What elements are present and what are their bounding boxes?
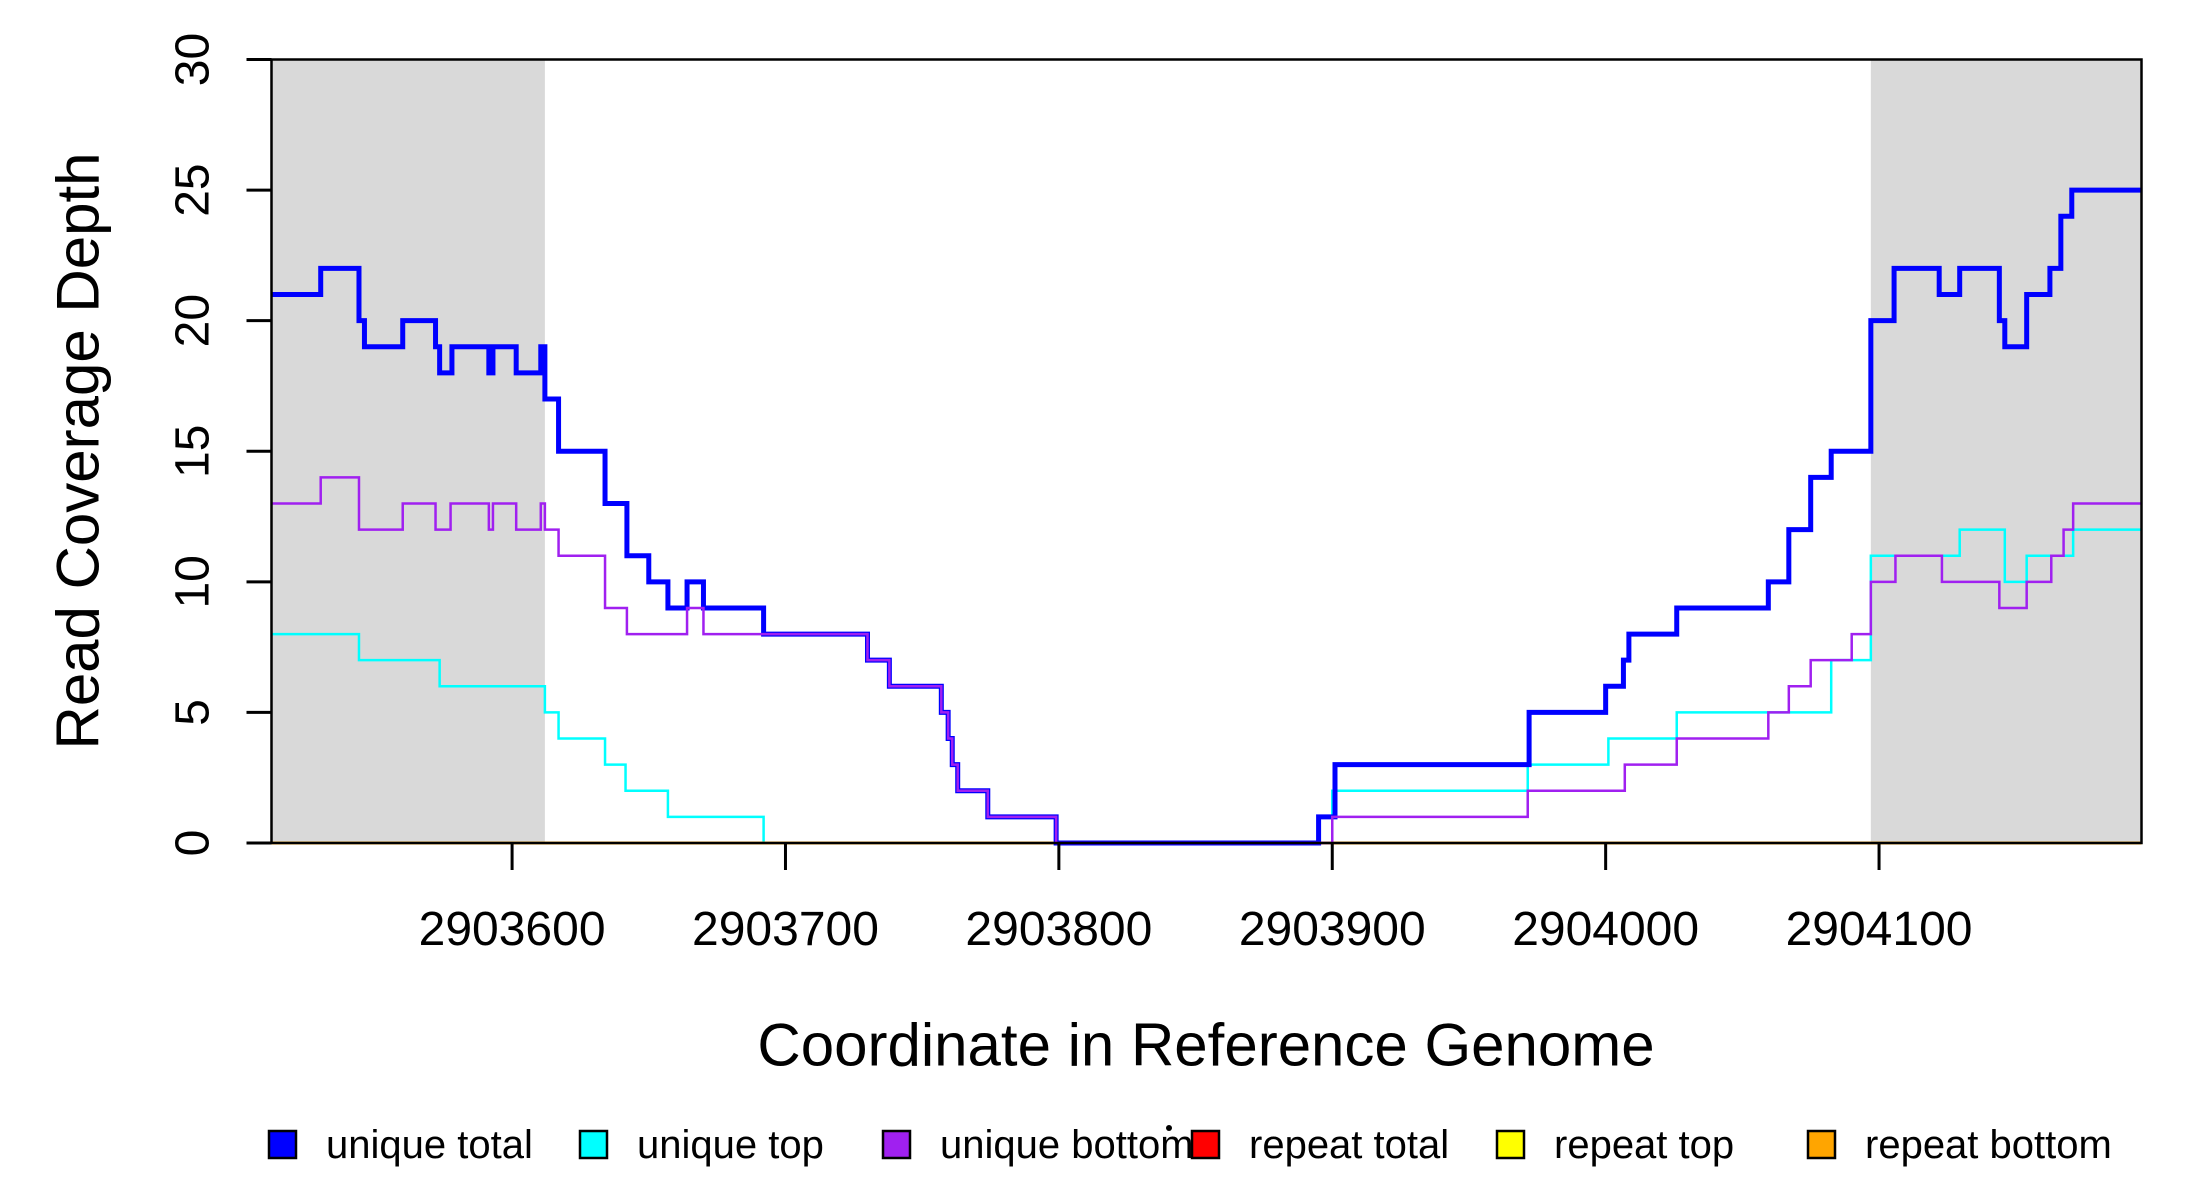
y-tick-label: 15	[167, 425, 220, 478]
x-tick-label: 2903800	[965, 903, 1152, 956]
legend: unique total unique top unique bottom repea…	[267, 1123, 2112, 1167]
legend-swatch-unique-top	[578, 1129, 609, 1160]
legend-swatch-unique-total	[267, 1129, 298, 1160]
x-tick-label: 2903600	[419, 903, 606, 956]
legend-swatch-repeat-total	[1190, 1129, 1221, 1160]
legend-swatch-repeat-top	[1495, 1129, 1526, 1160]
series-line-unique-total	[271, 187, 2142, 846]
y-tick-label: 30	[167, 33, 220, 86]
y-axis-ticks: 0 5 10 15 20 25 30	[167, 33, 272, 857]
x-tick-label: 2904100	[1786, 903, 1973, 956]
y-tick-label: 20	[167, 294, 220, 347]
legend-stray-dot	[1166, 1125, 1172, 1131]
legend-label-repeat-top: repeat top	[1554, 1123, 1734, 1167]
x-tick-label: 2903700	[692, 903, 879, 956]
y-tick-label: 5	[167, 699, 220, 726]
series-line-unique-top	[271, 528, 2142, 845]
x-axis-title: Coordinate in Reference Genome	[757, 1012, 1654, 1079]
x-axis-ticks: 2903600 2903700 2903800 2903900 2904000 29041…	[419, 843, 1973, 956]
y-axis-title: Read Coverage Depth	[45, 152, 112, 749]
repeat-region-band	[1870, 59, 2142, 843]
legend-label-repeat-total: repeat total	[1249, 1123, 1449, 1167]
legend-label-unique-top: unique top	[637, 1123, 824, 1167]
repeat-region-band	[271, 59, 545, 843]
series-line-unique-bottom	[271, 476, 2142, 845]
legend-swatch-unique-bottom	[881, 1129, 912, 1160]
y-tick-label: 0	[167, 830, 220, 857]
series-lines	[271, 187, 2142, 846]
legend-swatch-repeat-bottom	[1806, 1129, 1837, 1160]
x-tick-label: 2904000	[1512, 903, 1699, 956]
y-tick-label: 10	[167, 555, 220, 608]
legend-label-unique-bottom: unique bottom	[940, 1123, 1194, 1167]
legend-label-unique-total: unique total	[326, 1123, 533, 1167]
y-tick-label: 25	[167, 163, 220, 216]
legend-label-repeat-bottom: repeat bottom	[1865, 1123, 2112, 1167]
x-tick-label: 2903900	[1239, 903, 1426, 956]
